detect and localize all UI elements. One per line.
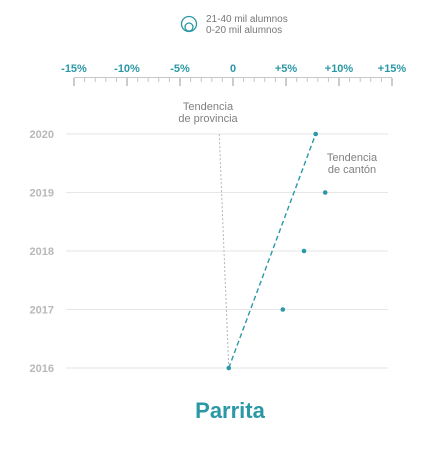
province-trend-line (218, 133, 230, 369)
x-tick-label: +5% (275, 63, 298, 75)
x-tick-label: 0 (230, 63, 236, 75)
data-point-2019 (322, 190, 328, 195)
year-label: 2019 (30, 188, 54, 200)
year-label: 2018 (30, 246, 54, 258)
province-trend-label: Tendencia de provincia (178, 101, 238, 125)
year-label: 2017 (30, 305, 54, 317)
data-point-2016 (226, 365, 232, 371)
x-tick-label: +15% (378, 63, 407, 75)
trend-lines (218, 133, 317, 369)
x-tick-label: -10% (114, 63, 140, 75)
legend-item-small: 0-20 mil alumnos (206, 25, 282, 36)
legend: 21-40 mil alumnos 0-20 mil alumnos (180, 14, 288, 36)
data-point-2020 (313, 131, 318, 137)
x-tick-label: -15% (61, 63, 87, 75)
x-tick-label: -5% (170, 63, 190, 75)
canton-trend-line (228, 133, 317, 369)
nested-circles-icon (180, 15, 198, 33)
canton-trend-label: Tendencia de cantón (327, 152, 378, 176)
canton-title: Parrita (195, 398, 265, 423)
x-tick-label: +10% (325, 63, 354, 75)
year-label: 2016 (30, 363, 54, 375)
year-label: 2020 (30, 129, 54, 141)
x-axis: -15% -10% -5% 0 +5% +10% +15% (61, 63, 406, 86)
y-axis-labels: 2020 2019 2018 2017 2016 (30, 129, 54, 375)
legend-item-large: 21-40 mil alumnos (206, 14, 288, 25)
data-point-2017 (280, 307, 286, 312)
data-point-2018 (301, 248, 307, 254)
data-points (226, 131, 328, 371)
annotations: Tendencia de provincia Tendencia de cantón (178, 101, 378, 176)
